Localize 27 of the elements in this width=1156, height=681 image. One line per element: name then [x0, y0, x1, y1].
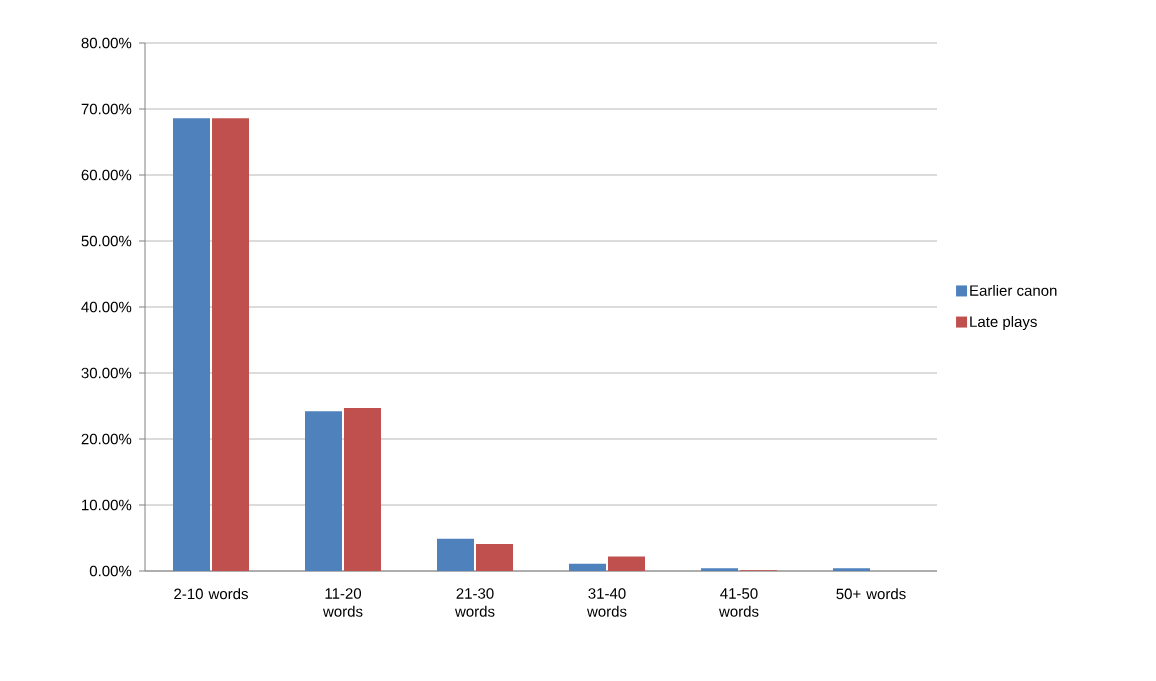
bar: [305, 411, 343, 571]
x-tick-label: 41-50 words: [718, 588, 759, 617]
x-tick-label: 2-10 words: [174, 588, 248, 600]
legend-label: Earlier canon: [970, 284, 1057, 296]
bar: [476, 543, 514, 571]
x-tick-label: 21-30 words: [454, 588, 495, 617]
y-tick-label: 30.00%: [81, 367, 132, 379]
y-tick-label: 60.00%: [81, 169, 132, 181]
bar: [212, 118, 250, 571]
x-tick-label: 11-20 words: [322, 588, 363, 617]
y-tick-label: 50.00%: [81, 235, 132, 247]
bar: [437, 538, 475, 571]
bar: [569, 563, 607, 571]
bar: [833, 568, 871, 571]
legend-label: Late plays: [970, 316, 1037, 330]
y-tick-label: 10.00%: [82, 499, 132, 511]
y-tick-label: 20.00%: [81, 433, 132, 445]
y-tick-label: 0.00%: [89, 565, 132, 577]
y-tick-label: 80.00%: [81, 37, 132, 49]
x-tick-label: 50+ words: [836, 588, 906, 600]
bar: [701, 568, 739, 571]
x-tick-label: 31-40 words: [586, 588, 627, 617]
bar: [608, 556, 645, 571]
bar: [344, 407, 382, 571]
y-tick-label: 70.00%: [81, 103, 132, 115]
y-tick-label: 40.00%: [81, 301, 132, 313]
bar: [173, 118, 211, 571]
